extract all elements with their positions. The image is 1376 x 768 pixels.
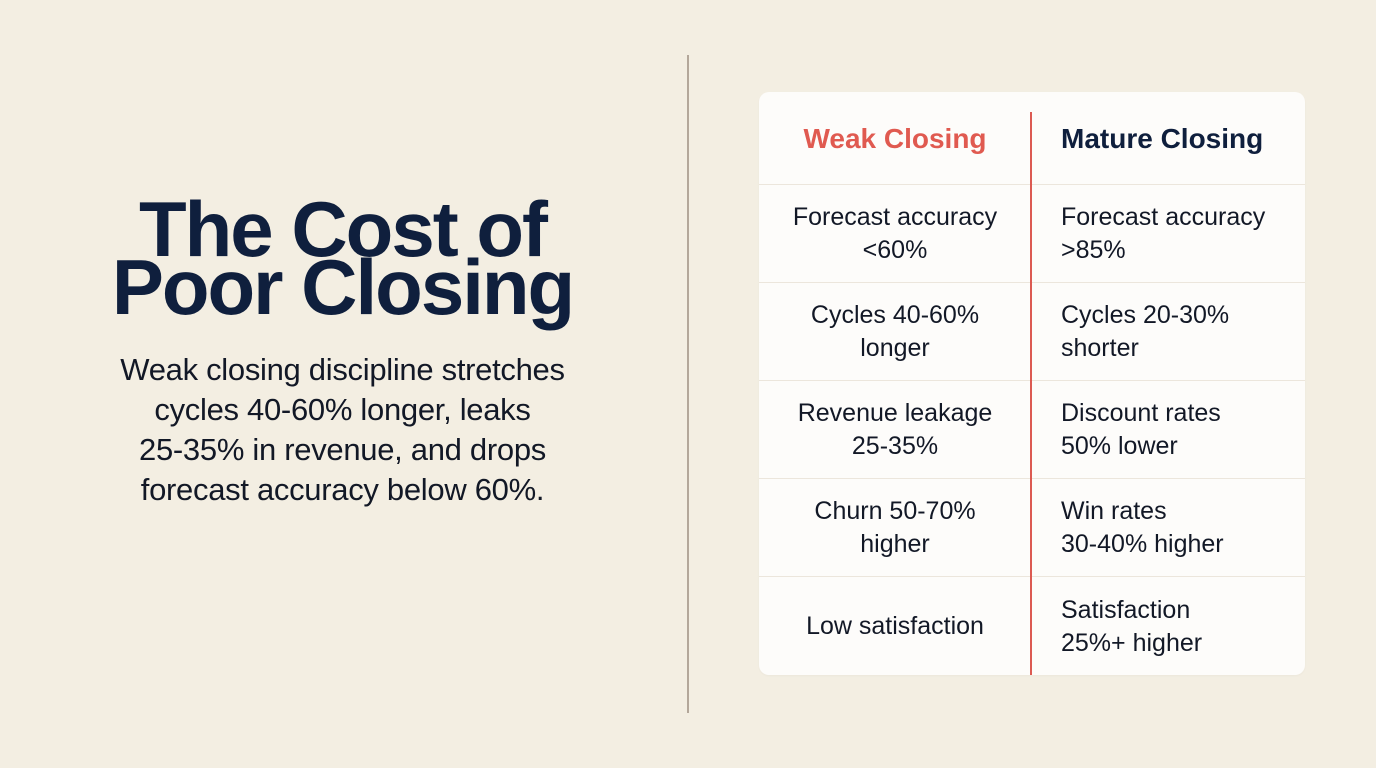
mature-cell: Discount rates 50% lower	[1031, 381, 1305, 479]
title-line: Poor Closing	[111, 243, 575, 331]
mature-cell: Satisfaction 25%+ higher	[1031, 577, 1305, 675]
cell-text: longer	[860, 334, 930, 362]
weak-cell: Churn 50-70% higher	[759, 479, 1031, 577]
cell-text: >85%	[1061, 236, 1126, 264]
cell-text: 30-40% higher	[1061, 530, 1224, 558]
weak-cell: Low satisfaction	[759, 577, 1031, 675]
weak-cell: Forecast accuracy <60%	[759, 185, 1031, 283]
mature-cell: Forecast accuracy >85%	[1031, 185, 1305, 283]
cell-text: 25%+ higher	[1061, 628, 1203, 657]
cell-text: <60%	[862, 236, 928, 264]
cell-text: Forecast accuracy	[1061, 203, 1266, 231]
cell-text: Low satisfaction	[806, 612, 984, 640]
subtitle: Weak closing discipline stretches cycles…	[60, 350, 625, 510]
table-row: Forecast accuracy <60% Forecast accuracy…	[759, 184, 1305, 283]
header-weak-closing: Weak Closing	[803, 122, 987, 154]
cell-text: Win rates	[1061, 497, 1167, 525]
cell-text: Cycles 20-30%	[1061, 301, 1230, 329]
section-divider	[687, 55, 689, 713]
cell-text: Revenue leakage	[797, 399, 993, 427]
subtitle-line: forecast accuracy below 60%.	[140, 472, 545, 507]
cell-text: Forecast accuracy	[792, 203, 998, 231]
cell-text: 25-35%	[851, 432, 939, 460]
cell-text: Churn 50-70%	[814, 497, 976, 525]
page-title: The Cost of Poor Closing	[60, 185, 625, 331]
table-header-row: Weak Closing Mature Closing	[759, 92, 1305, 184]
table-row: Revenue leakage 25-35% Discount rates 50…	[759, 380, 1305, 479]
mature-cell: Win rates 30-40% higher	[1031, 479, 1305, 577]
intro-panel: The Cost of Poor Closing Weak closing di…	[60, 185, 625, 510]
mature-cell: Cycles 20-30% shorter	[1031, 283, 1305, 381]
weak-cell: Cycles 40-60% longer	[759, 283, 1031, 381]
subtitle-line: Weak closing discipline stretches	[120, 352, 565, 387]
title-line: The Cost of	[139, 185, 548, 273]
cell-text: Satisfaction	[1061, 595, 1191, 624]
column-divider	[1030, 112, 1032, 675]
subtitle-line: cycles 40-60% longer, leaks	[154, 392, 531, 427]
cell-text: 50% lower	[1061, 432, 1178, 460]
cell-text: Discount rates	[1061, 399, 1221, 427]
table-row: Cycles 40-60% longer Cycles 20-30% short…	[759, 282, 1305, 381]
table-row: Churn 50-70% higher Win rates 30-40% hig…	[759, 478, 1305, 577]
cell-text: shorter	[1061, 334, 1139, 362]
cell-text: higher	[860, 530, 930, 558]
weak-cell: Revenue leakage 25-35%	[759, 381, 1031, 479]
table-row: Low satisfaction Satisfaction 25%+ highe…	[759, 576, 1305, 675]
subtitle-line: 25-35% in revenue, and drops	[139, 432, 546, 467]
cell-text: Cycles 40-60%	[810, 301, 980, 329]
comparison-table: Weak Closing Mature Closing Forecast acc…	[759, 92, 1305, 675]
header-mature-closing: Mature Closing	[1061, 122, 1264, 154]
